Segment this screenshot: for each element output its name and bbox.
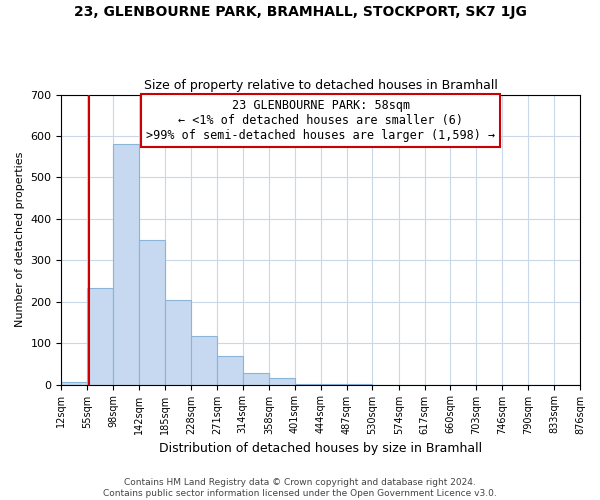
Bar [139, 240, 165, 384]
Bar [217, 356, 242, 384]
Bar [242, 372, 269, 384]
Bar [165, 300, 191, 384]
Bar [269, 378, 295, 384]
Text: 23, GLENBOURNE PARK, BRAMHALL, STOCKPORT, SK7 1JG: 23, GLENBOURNE PARK, BRAMHALL, STOCKPORT… [74, 5, 526, 19]
Title: Size of property relative to detached houses in Bramhall: Size of property relative to detached ho… [144, 79, 497, 92]
Bar [87, 288, 113, 384]
Bar [113, 144, 139, 384]
Y-axis label: Number of detached properties: Number of detached properties [15, 152, 25, 327]
Text: Contains HM Land Registry data © Crown copyright and database right 2024.
Contai: Contains HM Land Registry data © Crown c… [103, 478, 497, 498]
Text: 23 GLENBOURNE PARK: 58sqm
← <1% of detached houses are smaller (6)
>99% of semi-: 23 GLENBOURNE PARK: 58sqm ← <1% of detac… [146, 99, 495, 142]
Bar [61, 382, 87, 384]
Bar [191, 336, 217, 384]
X-axis label: Distribution of detached houses by size in Bramhall: Distribution of detached houses by size … [159, 442, 482, 455]
